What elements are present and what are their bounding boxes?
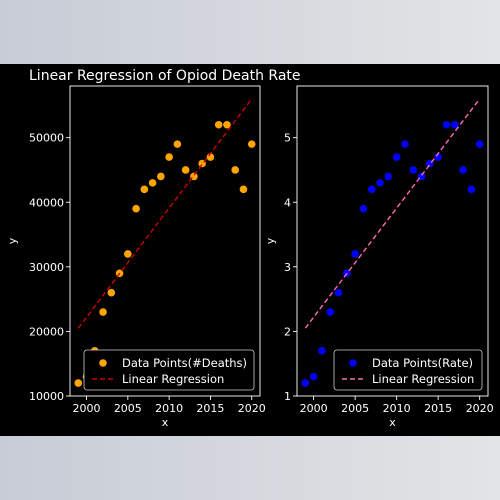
data-point: [318, 346, 326, 355]
legend-label: Linear Regression: [372, 372, 474, 386]
data-point: [165, 153, 173, 161]
y-axis-label: y: [6, 237, 19, 244]
data-point: [181, 166, 190, 174]
y-tick-label: 50000: [29, 132, 64, 145]
x-tick-label: 2010: [383, 402, 411, 415]
data-point: [401, 140, 409, 148]
data-point: [74, 379, 83, 387]
plot-frame: [69, 85, 261, 397]
legend-point-swatch: [99, 359, 107, 367]
figure: Linear Regression of Opiod Death Rate 20…: [0, 64, 500, 436]
legend-label: Data Points(#Deaths): [122, 356, 247, 370]
data-point: [140, 185, 149, 194]
x-tick-label: 2005: [114, 402, 142, 415]
y-tick-label: 10000: [29, 390, 64, 403]
data-point: [99, 308, 107, 316]
x-tick-label: 2020: [466, 402, 494, 415]
x-tick-label: 2020: [238, 402, 266, 415]
y-tick-label: 5: [284, 132, 291, 145]
data-point: [334, 288, 343, 297]
y-tick-label: 20000: [29, 325, 64, 338]
data-point: [367, 185, 376, 194]
x-tick-label: 2015: [424, 402, 452, 415]
data-point: [467, 185, 476, 194]
deaths-subplot: 2000 2005 2010 2015 2020 10000 20000 30000 40000…: [6, 85, 266, 429]
data-point: [309, 372, 318, 381]
data-point: [148, 179, 157, 187]
x-tick-label: 2010: [155, 402, 183, 415]
data-point: [239, 185, 248, 194]
legend-label: Data Points(Rate): [372, 356, 473, 370]
data-point: [247, 140, 256, 148]
legend-box: [333, 349, 483, 391]
y-axis-label: y: [264, 237, 277, 244]
x-axis-label: x: [389, 416, 396, 429]
data-point: [301, 379, 310, 387]
figure-canvas: Linear Regression of Opiod Death Rate 20…: [6, 68, 494, 429]
x-tick-label: 2005: [341, 402, 369, 415]
legend: Data Points(#Deaths) Linear Regression: [83, 349, 255, 391]
legend-label: Linear Regression: [122, 372, 224, 386]
x-tick-label: 2000: [73, 402, 101, 415]
data-point: [124, 250, 132, 258]
data-point: [459, 166, 467, 174]
data-point: [173, 140, 182, 148]
data-point: [351, 250, 359, 258]
plot-frame: [296, 85, 489, 397]
data-point: [384, 172, 393, 181]
regression-line: [304, 98, 481, 329]
data-point: [157, 172, 165, 181]
x-axis-label: x: [162, 416, 169, 429]
data-point: [223, 120, 231, 129]
x-tick-label: 2000: [300, 402, 328, 415]
data-point: [231, 166, 240, 174]
y-tick-label: 4: [284, 196, 291, 209]
data-point: [442, 120, 451, 129]
data-point: [409, 166, 418, 174]
legend-box: [83, 349, 255, 391]
data-point: [392, 153, 401, 161]
data-point: [450, 120, 459, 129]
data-point: [359, 204, 368, 213]
data-point: [107, 288, 116, 297]
y-tick-label: 30000: [29, 261, 64, 274]
data-point: [326, 308, 335, 316]
rate-subplot: 2000 2005 2010 2015 2020 1 2 3 4 5 x y Data Points(R…: [264, 85, 494, 429]
y-tick-label: 2: [284, 325, 291, 338]
y-tick-label: 3: [284, 261, 291, 274]
y-tick-label: 1: [284, 390, 291, 403]
data-point: [132, 204, 140, 213]
data-point: [475, 140, 484, 148]
chart-title: Linear Regression of Opiod Death Rate: [29, 68, 301, 84]
data-point: [214, 120, 223, 129]
legend-point-swatch: [349, 359, 357, 367]
data-point: [376, 179, 384, 187]
y-tick-label: 40000: [29, 196, 64, 209]
x-tick-label: 2015: [196, 402, 224, 415]
legend: Data Points(Rate) Linear Regression: [333, 349, 483, 391]
